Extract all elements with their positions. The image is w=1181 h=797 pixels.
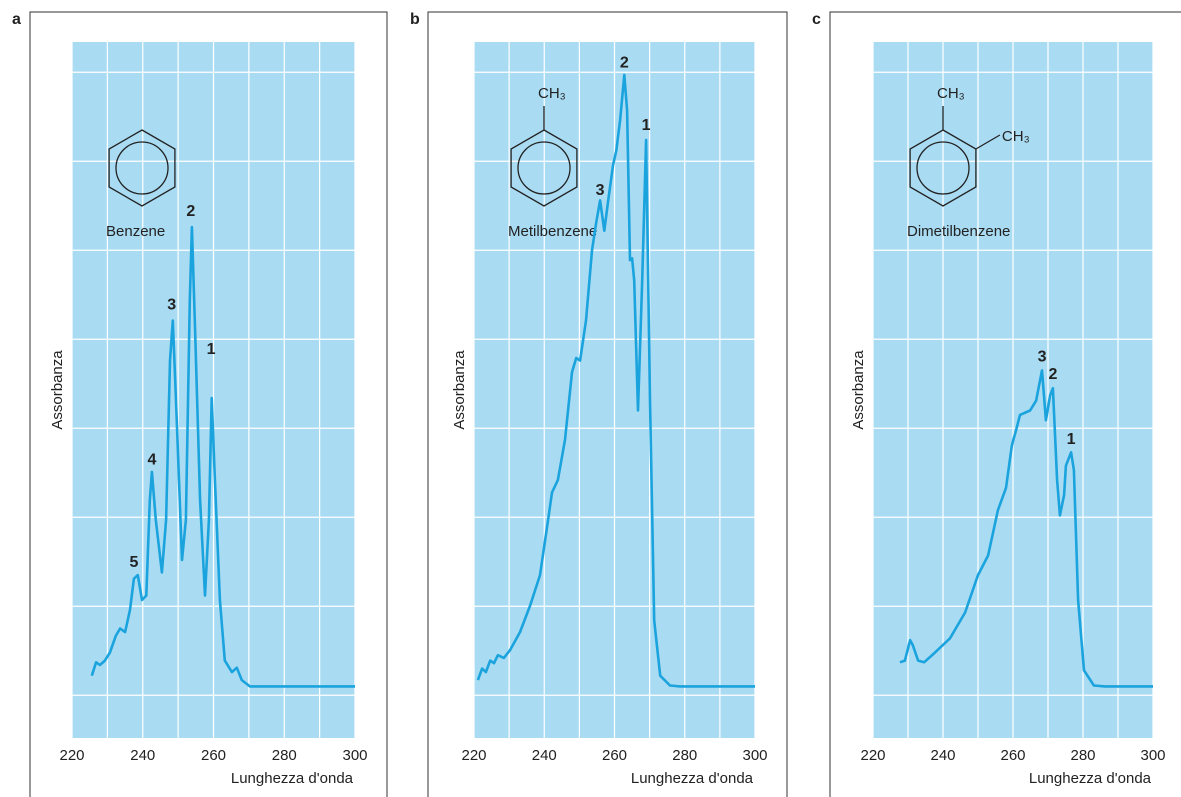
panel-frame xyxy=(29,11,388,797)
peak-label: 2 xyxy=(1048,366,1057,383)
compound-name: Dimetilbenzene xyxy=(907,223,1010,240)
panel-letter: b xyxy=(410,11,420,28)
x-tick-label: 300 xyxy=(742,747,767,764)
panel-letter: c xyxy=(812,11,821,28)
peak-label: 2 xyxy=(186,203,195,220)
substituent-label: CH₃ xyxy=(538,85,566,102)
panel-frame xyxy=(427,11,788,797)
spectrum-line xyxy=(899,369,1153,688)
panel-letter: a xyxy=(12,11,21,28)
benzene-ring xyxy=(510,129,578,207)
compound-name: Benzene xyxy=(106,223,165,240)
peak-label: 1 xyxy=(642,117,651,134)
peak-label: 3 xyxy=(167,297,176,314)
benzene-ring xyxy=(108,129,176,207)
x-tick-label: 260 xyxy=(602,747,627,764)
x-tick-label: 280 xyxy=(272,747,297,764)
spectrum-line xyxy=(476,73,755,688)
x-tick-label: 240 xyxy=(130,747,155,764)
y-axis-label: Assorbanza xyxy=(49,350,66,430)
substituent-label: CH₃ xyxy=(1002,128,1030,145)
x-axis-label: Lunghezza d'onda xyxy=(231,770,354,787)
x-tick-label: 300 xyxy=(1140,747,1165,764)
x-tick-label: 220 xyxy=(860,747,885,764)
y-axis-label: Assorbanza xyxy=(850,350,867,430)
x-tick-label: 300 xyxy=(342,747,367,764)
y-axis-label: Assorbanza xyxy=(451,350,468,430)
bond xyxy=(975,134,1001,150)
x-axis-label: Lunghezza d'onda xyxy=(631,770,754,787)
x-tick-label: 280 xyxy=(1070,747,1095,764)
x-tick-label: 220 xyxy=(59,747,84,764)
peak-label: 3 xyxy=(596,182,605,199)
peak-label: 2 xyxy=(620,55,629,72)
aromatic-circle xyxy=(517,141,571,195)
spectrum-line xyxy=(90,225,355,688)
x-tick-label: 240 xyxy=(532,747,557,764)
peak-label: 1 xyxy=(1067,431,1076,448)
panel-frame xyxy=(829,11,1181,797)
aromatic-circle xyxy=(916,141,970,195)
x-tick-label: 220 xyxy=(461,747,486,764)
x-axis-label: Lunghezza d'onda xyxy=(1029,770,1152,787)
x-tick-label: 280 xyxy=(672,747,697,764)
aromatic-circle xyxy=(115,141,169,195)
peak-label: 3 xyxy=(1038,348,1047,365)
substituent-label: CH₃ xyxy=(937,85,965,102)
x-tick-label: 240 xyxy=(930,747,955,764)
compound-name: Metilbenzene xyxy=(508,223,597,240)
x-tick-label: 260 xyxy=(1000,747,1025,764)
peak-label: 4 xyxy=(147,452,156,469)
x-tick-label: 260 xyxy=(201,747,226,764)
peak-label: 1 xyxy=(207,341,216,358)
peak-label: 5 xyxy=(129,554,138,571)
